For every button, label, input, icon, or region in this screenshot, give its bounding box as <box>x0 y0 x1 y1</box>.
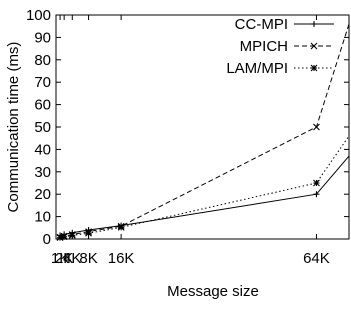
legend-marker-lam-mpi-d2 <box>310 64 318 72</box>
y-tick-label: 100 <box>26 7 51 24</box>
data-point-lam-mpi <box>68 232 76 239</box>
plot-frame <box>55 14 350 240</box>
series-line-lam-mpi <box>59 135 350 239</box>
y-tick-label: 70 <box>34 74 51 91</box>
y-tick-label: 80 <box>34 52 51 69</box>
series-layer <box>56 23 350 242</box>
y-tick-label: 10 <box>34 209 51 226</box>
x-tick-label: 64K <box>303 250 330 267</box>
legend-label-mpich: MPICH <box>240 38 288 55</box>
x-axis-title: Message size <box>167 283 259 300</box>
data-point-lam-mpi-d2 <box>313 179 320 187</box>
data-point-lam-mpi <box>313 179 320 187</box>
data-point-lam-mpi <box>56 234 64 242</box>
data-point-cc-mpi <box>313 191 320 198</box>
x-tick-label: 2K <box>55 250 73 267</box>
y-tick-label: 60 <box>34 97 51 114</box>
data-point-mpich <box>313 123 320 131</box>
legend-label-lam-mpi: LAM/MPI <box>226 60 288 77</box>
y-tick-label: 90 <box>34 29 51 46</box>
x-tick-label: 16K <box>108 250 135 267</box>
data-point-lam-mpi-d2 <box>56 234 64 242</box>
data-point-lam-mpi <box>85 229 92 237</box>
legend-marker-mpich <box>310 42 318 50</box>
data-point-lam-mpi <box>117 223 125 231</box>
legend: CC-MPI MPICH LAM/MPI <box>226 16 334 77</box>
y-tick-label: 0 <box>43 231 51 248</box>
y-axis-title: Communication time (ms) <box>5 42 22 213</box>
data-point-lam-mpi-d2 <box>85 229 92 237</box>
x-tick-label: 8K <box>79 250 97 267</box>
legend-label-cc-mpi: CC-MPI <box>235 16 288 33</box>
x-tick-label: 1K <box>51 250 69 267</box>
data-point-mpich-d2 <box>313 123 320 131</box>
series-line-mpich <box>59 23 350 238</box>
y-tick-label: 20 <box>34 186 51 203</box>
series-line-cc-mpi <box>59 155 350 236</box>
data-point-lam-mpi-d2 <box>117 223 125 231</box>
legend-marker-mpich-d2 <box>310 42 318 50</box>
data-point-lam-mpi-d2 <box>68 232 76 239</box>
y-tick-label: 30 <box>34 164 51 181</box>
x-tick-label: 4K <box>63 250 81 267</box>
legend-marker-cc-mpi <box>311 21 317 27</box>
y-tick-label: 50 <box>34 119 51 136</box>
legend-marker-lam-mpi <box>310 64 318 72</box>
y-tick-label: 40 <box>34 141 51 158</box>
